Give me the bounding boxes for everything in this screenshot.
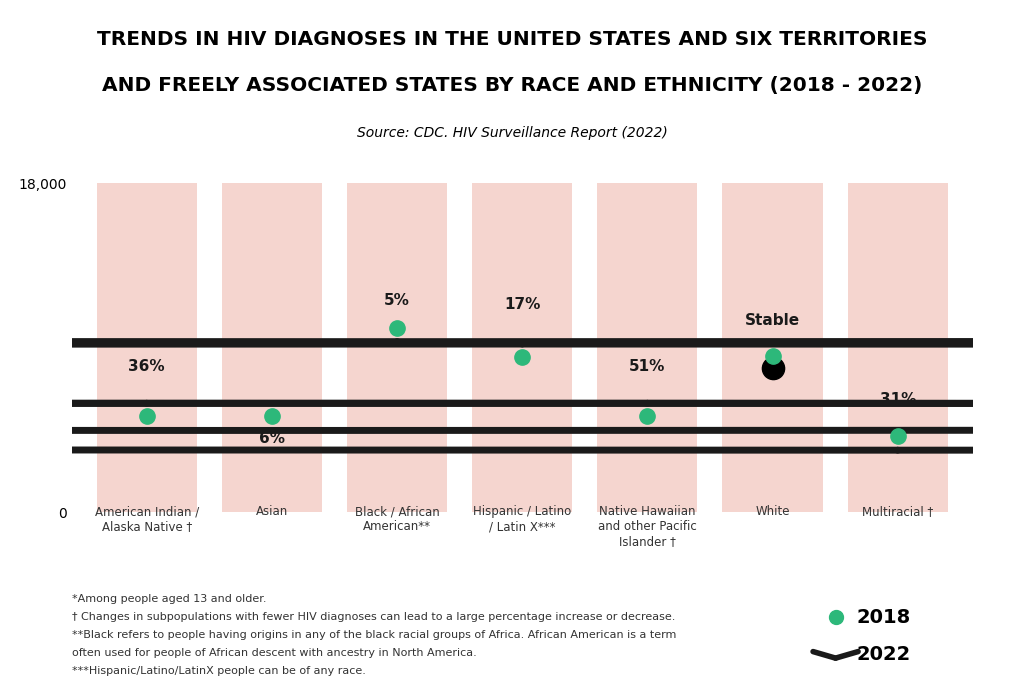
Text: 2018: 2018: [856, 608, 910, 627]
Text: *Among people aged 13 and older.: *Among people aged 13 and older.: [72, 594, 266, 604]
Text: Multiracial †: Multiracial †: [862, 505, 933, 518]
Bar: [96, 184, 197, 512]
Text: Source: CDC. HIV Surveillance Report (2022): Source: CDC. HIV Surveillance Report (20…: [356, 126, 668, 139]
Text: White: White: [756, 505, 790, 518]
Text: ***Hispanic/Latino/LatinX people can be of any race.: ***Hispanic/Latino/LatinX people can be …: [72, 667, 366, 676]
Text: 31%: 31%: [880, 392, 915, 407]
Bar: [723, 184, 822, 512]
Text: often used for people of African descent with ancestry in North America.: often used for people of African descent…: [72, 648, 476, 658]
Text: 36%: 36%: [128, 359, 165, 374]
Bar: [597, 184, 697, 512]
Text: 6%: 6%: [259, 432, 285, 447]
Text: AND FREELY ASSOCIATED STATES BY RACE AND ETHNICITY (2018 - 2022): AND FREELY ASSOCIATED STATES BY RACE AND…: [101, 76, 923, 96]
Text: † Changes in subpopulations with fewer HIV diagnoses can lead to a large percent: † Changes in subpopulations with fewer H…: [72, 612, 675, 622]
Text: **Black refers to people having origins in any of the black racial groups of Afr: **Black refers to people having origins …: [72, 630, 676, 640]
Bar: [848, 184, 948, 512]
Text: Stable: Stable: [745, 313, 800, 328]
Text: American Indian /
Alaska Native †: American Indian / Alaska Native †: [94, 505, 199, 533]
Text: 2022: 2022: [856, 645, 910, 665]
Bar: [222, 184, 322, 512]
Text: 17%: 17%: [504, 296, 541, 311]
Text: Native Hawaiian
and other Pacific
Islander †: Native Hawaiian and other Pacific Island…: [598, 505, 696, 548]
Bar: [472, 184, 572, 512]
Text: Asian: Asian: [256, 505, 288, 518]
Text: 51%: 51%: [629, 359, 666, 374]
Bar: [347, 184, 447, 512]
Text: TRENDS IN HIV DIAGNOSES IN THE UNITED STATES AND SIX TERRITORIES: TRENDS IN HIV DIAGNOSES IN THE UNITED ST…: [96, 30, 928, 49]
Text: Black / African
American**: Black / African American**: [354, 505, 439, 533]
Text: 5%: 5%: [384, 294, 410, 308]
Text: Hispanic / Latino
/ Latin X***: Hispanic / Latino / Latin X***: [473, 505, 571, 533]
